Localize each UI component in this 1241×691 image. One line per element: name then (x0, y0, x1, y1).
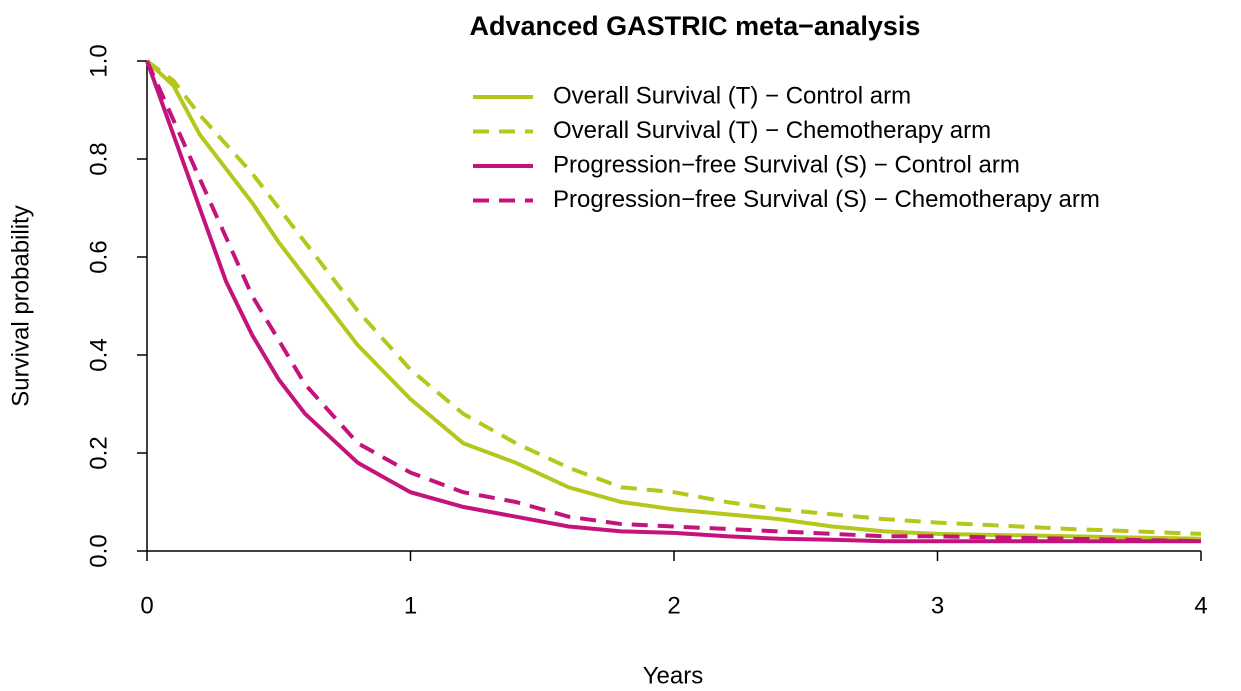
x-tick-label: 0 (140, 592, 153, 619)
series-line (145, 60, 1202, 544)
y-axis-label: Survival probability (7, 205, 34, 406)
series-line (145, 60, 1201, 544)
series-line (145, 59, 1202, 541)
x-tick-label: 3 (931, 592, 944, 619)
legend-label: Progression−free Survival (S) − Control … (553, 151, 1020, 178)
y-tick-label: 0.2 (85, 436, 112, 469)
x-tick-label: 4 (1194, 592, 1207, 619)
y-tick-label: 0.4 (85, 338, 112, 371)
x-axis-label: Years (643, 662, 704, 689)
y-tick-label: 0.6 (85, 240, 112, 273)
legend-label: Overall Survival (T) − Control arm (553, 82, 911, 109)
x-tick-label: 2 (667, 592, 680, 619)
chart-title: Advanced GASTRIC meta−analysis (470, 11, 921, 41)
series-line (145, 59, 1202, 536)
legend-label: Progression−free Survival (S) − Chemothe… (553, 186, 1100, 213)
y-tick-label: 0.8 (85, 142, 112, 175)
y-tick-label: 1.0 (85, 44, 112, 77)
y-tick-label: 0.0 (85, 534, 112, 567)
legend-label: Overall Survival (T) − Chemotherapy arm (553, 117, 991, 144)
x-tick-label: 1 (404, 592, 417, 619)
